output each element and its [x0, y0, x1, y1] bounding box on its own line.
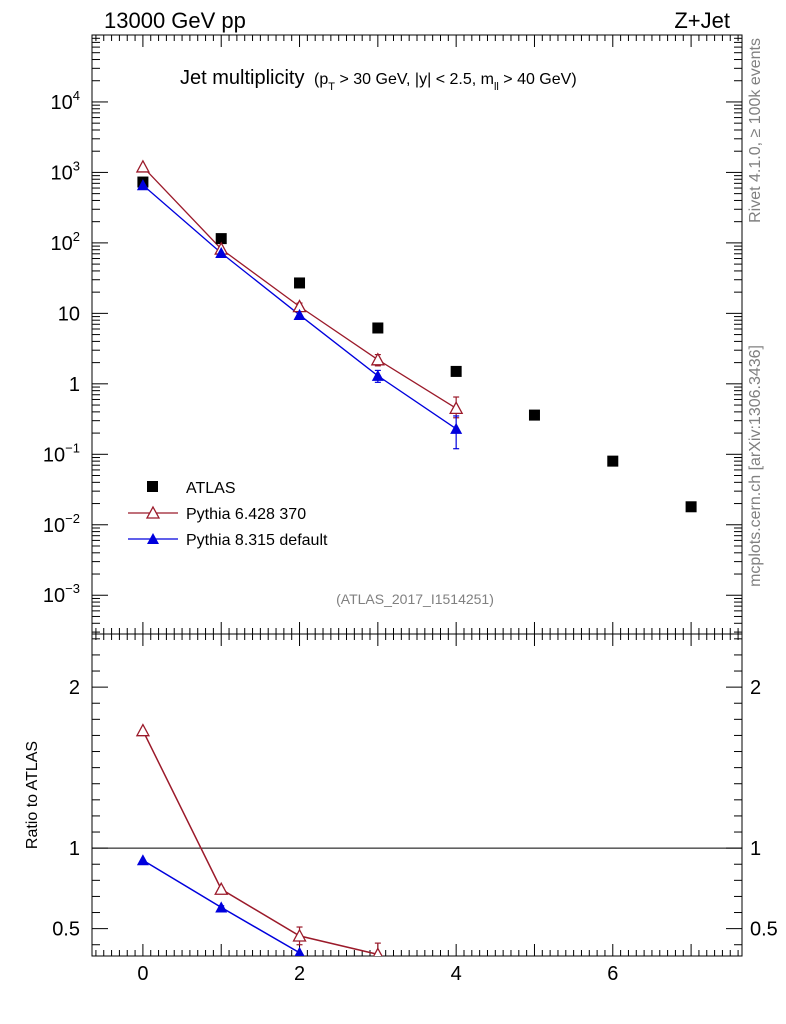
main-point-atlas	[685, 501, 697, 513]
main-y-tick-label: 1	[69, 374, 80, 396]
main-y-tick-label: 10−1	[43, 440, 80, 466]
legend-marker-pythia6	[145, 505, 161, 519]
x-tick-label: 4	[451, 963, 462, 985]
ratio-y-tick-label-right: 2	[750, 677, 761, 699]
main-point-atlas	[294, 277, 306, 289]
main-point-pythia8	[293, 308, 306, 321]
ratio-line-pythia6	[142, 730, 379, 956]
ratio-axis-ticks	[92, 634, 742, 956]
main-point-pythia8	[450, 422, 463, 434]
main-point-pythia8	[215, 246, 228, 259]
legend-label-atlas: ATLAS	[186, 480, 236, 497]
ratio-y-tick-label-left: 0.5	[52, 919, 80, 941]
ratio-y-tick-label-left: 1	[69, 838, 80, 860]
ratio-y-tick-labels: 0.5 0.5 1 1 2 2	[52, 677, 778, 941]
ratio-y-tick-label-right: 1	[750, 838, 761, 860]
main-y-tick-label: 10−3	[43, 581, 80, 607]
x-tick-labels: 0 2 4 6	[137, 963, 618, 985]
mcplots-label: mcplots.cern.ch [arXiv:1306.3436]	[747, 345, 764, 587]
main-point-pythia6	[370, 352, 385, 366]
main-point-atlas	[607, 455, 619, 467]
ratio-point-pythia6	[214, 881, 229, 895]
main-axis-ticks	[92, 35, 742, 634]
ratio-y-tick-label-left: 2	[69, 677, 80, 699]
legend-label-pythia8: Pythia 8.315 default	[186, 532, 328, 549]
main-y-tick-label: 102	[51, 229, 80, 255]
main-point-pythia6	[449, 400, 464, 415]
rivet-label: Rivet 4.1.0, ≥ 100k events	[747, 38, 764, 223]
main-point-pythia8	[371, 369, 384, 381]
main-point-atlas	[215, 233, 227, 245]
legend-marker-atlas	[147, 481, 158, 492]
legend-label-pythia6: Pythia 6.428 370	[186, 506, 306, 523]
main-series-group	[135, 159, 697, 513]
main-y-tick-label: 103	[51, 158, 80, 184]
plot-title: Jet multiplicity (pT > 30 GeV, |y| < 2.5…	[180, 67, 577, 93]
main-point-atlas	[372, 322, 384, 334]
energy-label: 13000 GeV pp	[104, 8, 246, 33]
ratio-clipped-group	[135, 723, 383, 956]
process-label: Z+Jet	[674, 8, 730, 33]
ratio-point-pythia6	[135, 723, 150, 737]
ratio-y-tick-label-right: 0.5	[750, 919, 778, 941]
ratio-plot-frame	[91, 633, 743, 957]
main-point-atlas	[528, 409, 540, 421]
legend-marker-pythia8	[147, 533, 159, 544]
ratio-point-pythia6	[372, 947, 383, 956]
x-tick-label: 6	[607, 963, 618, 985]
main-point-atlas	[450, 365, 462, 377]
analysis-id: (ATLAS_2017_I1514251)	[336, 591, 494, 607]
main-point-pythia8	[136, 179, 149, 191]
ratio-point-pythia8	[136, 854, 149, 866]
ratio-ylabel: Ratio to ATLAS	[24, 741, 41, 849]
ratio-series-group	[135, 723, 383, 956]
main-point-pythia6	[135, 159, 150, 173]
main-y-tick-label: 104	[51, 88, 80, 114]
ratio-point-pythia8	[294, 946, 305, 956]
main-y-tick-label: 10	[58, 303, 80, 325]
ratio-point-pythia8	[215, 901, 228, 913]
x-tick-label: 0	[137, 963, 148, 985]
ratio-point-pythia6	[292, 928, 307, 942]
x-tick-label: 2	[294, 963, 305, 985]
legend: ATLAS Pythia 6.428 370 Pythia 8.315 defa…	[128, 480, 328, 549]
main-y-tick-label: 10−2	[43, 511, 80, 537]
